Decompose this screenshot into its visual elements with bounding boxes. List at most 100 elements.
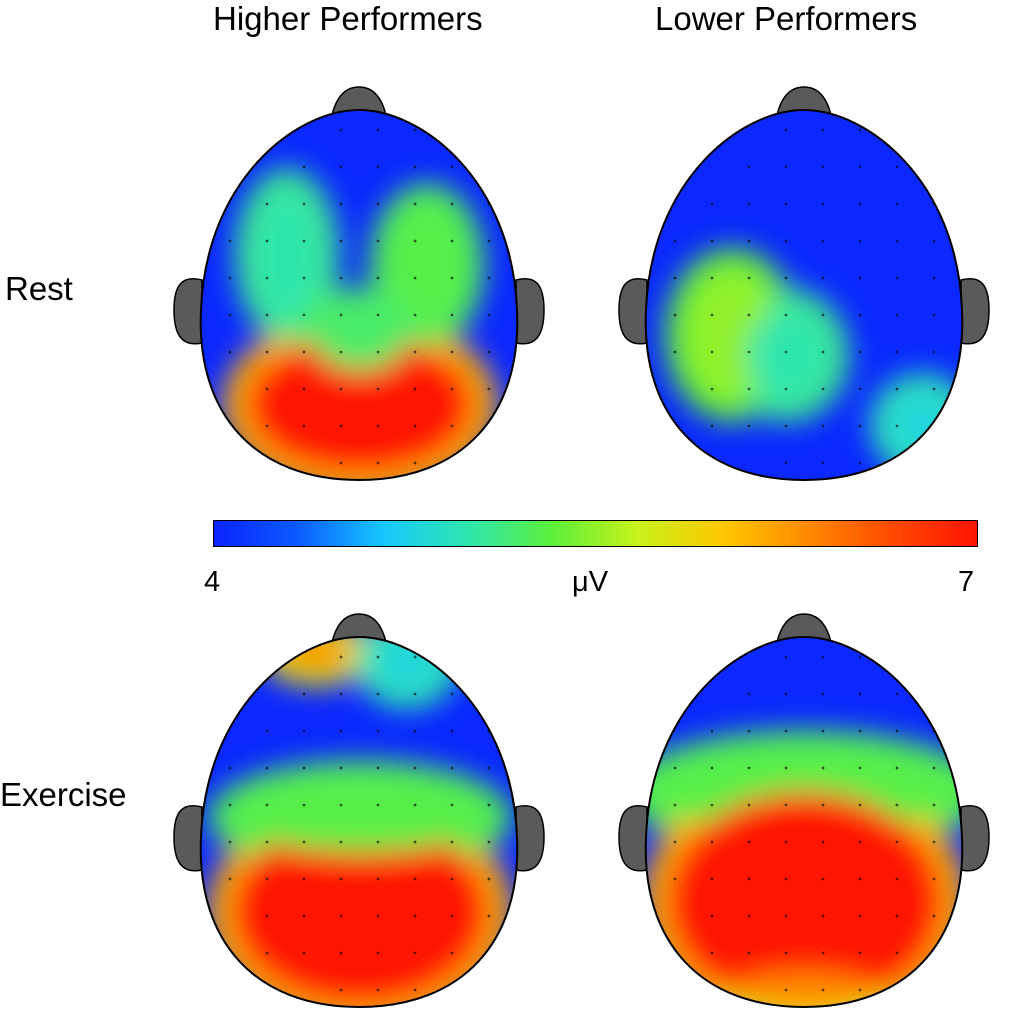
electrode-dot — [450, 803, 454, 807]
electrode-dot — [339, 951, 343, 955]
electrode-dot — [784, 988, 788, 992]
electrode-dot — [376, 239, 380, 243]
electrode-dot — [450, 350, 454, 354]
electrode-dot — [784, 840, 788, 844]
electrode-dot — [265, 803, 269, 807]
electrode-dot — [376, 387, 380, 391]
electrode-dot — [302, 276, 306, 280]
electrode-dot — [932, 424, 936, 428]
electrode-dot — [376, 128, 380, 132]
electrode-dot — [673, 766, 677, 770]
electrode-dot — [413, 128, 417, 132]
left-ear-icon — [173, 278, 203, 345]
electrode-dot — [858, 692, 862, 696]
electrode-dot — [376, 424, 380, 428]
electrode-dot — [858, 202, 862, 206]
electrode-dot — [747, 914, 751, 918]
electrode-dot — [821, 951, 825, 955]
electrode-dot — [450, 951, 454, 955]
electrode-dot — [302, 313, 306, 317]
left-ear-icon — [618, 278, 648, 345]
activation-region — [377, 637, 437, 687]
electrode-dot — [302, 840, 306, 844]
electrode-dot — [932, 766, 936, 770]
electrode-dot — [487, 766, 491, 770]
electrode-dot — [970, 878, 973, 881]
electrode-dot — [858, 951, 862, 955]
right-ear-icon — [515, 278, 545, 345]
electrode-dot — [747, 729, 751, 733]
nose-icon — [331, 86, 387, 116]
electrode-dot — [932, 914, 936, 918]
electrode-dot — [673, 350, 677, 354]
electrode-dot — [932, 840, 936, 844]
electrode-dot — [413, 350, 417, 354]
electrode-dot — [895, 766, 899, 770]
electrode-dot — [376, 350, 380, 354]
electrode-dot — [821, 461, 825, 465]
electrode-dot — [932, 313, 936, 317]
electrode-dot — [487, 951, 491, 955]
electrode-dot — [302, 350, 306, 354]
electrode-dot — [376, 692, 380, 696]
electrode-dot — [376, 766, 380, 770]
electrode-dot — [302, 239, 306, 243]
electrode-dot — [339, 128, 343, 132]
electrode-dot — [673, 877, 677, 881]
topomap-lower-rest — [618, 86, 990, 482]
electrode-dot — [339, 202, 343, 206]
electrode-dot — [413, 165, 417, 169]
electrode-dot — [747, 276, 751, 280]
electrode-dot — [747, 840, 751, 844]
electrode-dot — [821, 655, 825, 659]
electrode-dot — [747, 803, 751, 807]
electrode-dot — [821, 766, 825, 770]
electrode-dot — [450, 877, 454, 881]
electrode-dot — [784, 655, 788, 659]
electrode-dot — [858, 424, 862, 428]
electrode-dot — [710, 387, 714, 391]
head-outline — [199, 108, 519, 482]
electrode-dot — [413, 877, 417, 881]
electrode-dot — [487, 424, 491, 428]
electrode-dot — [747, 951, 751, 955]
electrode-dot — [858, 313, 862, 317]
electrode-dot — [228, 239, 232, 243]
electrode-dot — [895, 729, 899, 733]
electrode-dot — [895, 276, 899, 280]
electrode-dot — [821, 729, 825, 733]
colorbar — [213, 520, 978, 547]
activation-region — [230, 782, 490, 852]
electrode-dot — [858, 655, 862, 659]
electrode-dot — [339, 803, 343, 807]
electrode-dot — [413, 951, 417, 955]
electrode-dot — [710, 313, 714, 317]
electrode-dot — [376, 729, 380, 733]
electrode-dot — [784, 803, 788, 807]
electrode-dot — [747, 877, 751, 881]
electrode-dot — [339, 729, 343, 733]
electrode-dot — [710, 766, 714, 770]
electrode-dot — [932, 803, 936, 807]
electrode-dot — [821, 424, 825, 428]
electrode-dot — [339, 766, 343, 770]
nose-icon — [776, 613, 832, 643]
electrode-dot — [784, 202, 788, 206]
electrode-dot — [858, 803, 862, 807]
electrode-dot — [450, 165, 454, 169]
electrode-dot — [265, 313, 269, 317]
electrode-dot — [858, 165, 862, 169]
electrode-dot — [265, 424, 269, 428]
electrode-dot — [525, 767, 528, 770]
electrode-dot — [821, 313, 825, 317]
electrode-dot — [932, 276, 936, 280]
electrode-dot — [895, 877, 899, 881]
electrode-dot — [376, 951, 380, 955]
electrode-dot — [265, 877, 269, 881]
electrode-dot — [228, 313, 232, 317]
electrode-dot — [932, 877, 936, 881]
electrode-dot — [339, 165, 343, 169]
electrode-dot — [895, 914, 899, 918]
electrode-dot — [525, 351, 528, 354]
electrode-dot — [302, 692, 306, 696]
